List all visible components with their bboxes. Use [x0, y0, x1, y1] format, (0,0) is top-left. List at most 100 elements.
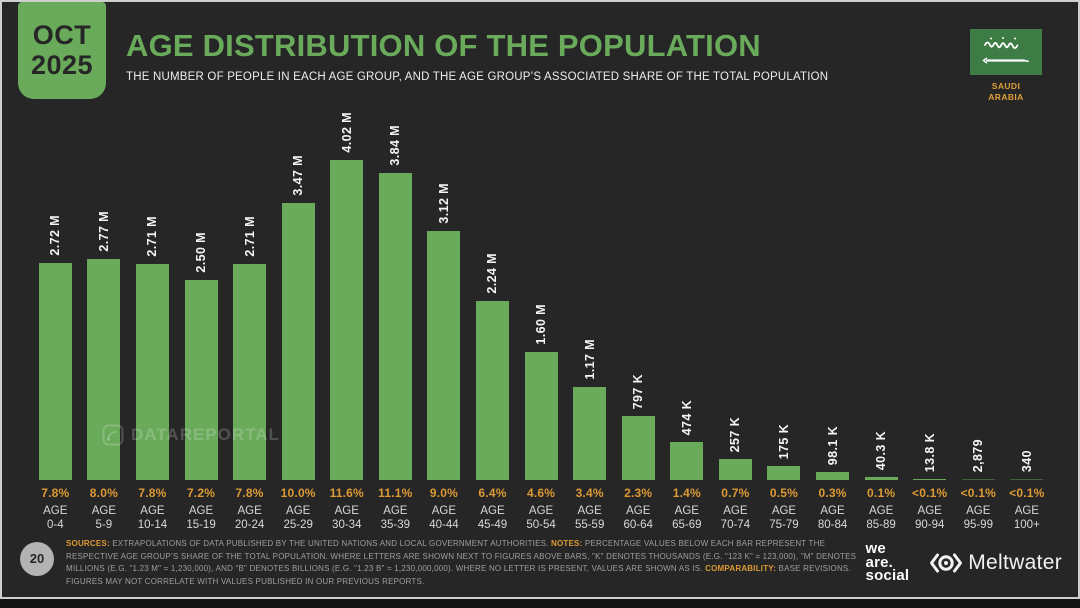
population-bar — [135, 264, 169, 480]
bar-area: 4.02 M — [330, 112, 364, 480]
age-range: 10-14 — [137, 518, 168, 531]
bar-area: 3.84 M — [378, 112, 412, 480]
share-percent-label: 7.8% — [235, 486, 264, 500]
age-prefix: AGE — [237, 505, 262, 517]
bar-value-label: 13.8 K — [922, 432, 937, 472]
population-bar — [670, 442, 704, 480]
bar-area: 2.72 M — [38, 112, 72, 480]
was-line3: social — [865, 567, 910, 585]
age-prefix: AGE — [188, 505, 214, 517]
bar-value-label: 3.12 M — [436, 183, 451, 224]
share-percent-label: 10.0% — [280, 486, 316, 500]
age-column: 13.8 K <0.1% AGE 90-94 — [905, 112, 954, 532]
age-group-label: AGE 35-39 — [381, 505, 410, 532]
population-bar — [475, 301, 509, 480]
footer: 20 SOURCES: EXTRAPOLATIONS OF DATA PUBLI… — [20, 538, 1062, 589]
bar-area: 474 K — [670, 112, 704, 480]
age-range: 50-54 — [526, 518, 556, 531]
share-percent-label: 0.7% — [721, 486, 750, 500]
bar-area: 3.12 M — [427, 112, 461, 480]
age-group-label: AGE 30-34 — [332, 505, 361, 532]
population-bar — [233, 264, 267, 480]
age-column: 1.17 M 3.4% AGE 55-59 — [565, 112, 614, 532]
population-bar — [961, 479, 995, 480]
country-label-line1: SAUDI — [991, 81, 1021, 91]
age-group-label: AGE 60-64 — [624, 505, 653, 532]
age-column: 3.12 M 9.0% AGE 40-44 — [420, 112, 469, 532]
age-prefix: AGE — [431, 505, 457, 517]
age-range: 25-29 — [283, 518, 313, 531]
age-prefix: AGE — [43, 505, 68, 517]
age-group-label: AGE 50-54 — [526, 505, 555, 532]
age-range: 45-49 — [477, 518, 508, 531]
bar-value-label: 1.17 M — [582, 339, 597, 380]
age-column: 2.71 M 7.8% AGE 20-24 — [225, 112, 274, 532]
age-range: 80-84 — [817, 518, 848, 531]
date-badge-year: 2025 — [30, 49, 94, 80]
sources-text: EXTRAPOLATIONS OF DATA PUBLISHED BY THE … — [109, 538, 552, 548]
bar-area: 340 — [1010, 112, 1044, 480]
age-group-label: AGE 95-99 — [964, 505, 993, 532]
bar-area: 98.1 K — [816, 112, 850, 480]
country-label: SAUDI ARABIA — [970, 81, 1042, 104]
share-percent-label: 3.4% — [575, 486, 604, 500]
age-column: 2.72 M 7.8% AGE 0-4 — [31, 112, 80, 532]
age-column: 474 K 1.4% AGE 65-69 — [663, 112, 712, 532]
page-subtitle: THE NUMBER OF PEOPLE IN EACH AGE GROUP, … — [126, 71, 829, 83]
bar-value-label: 1.60 M — [534, 304, 549, 345]
share-percent-label: <0.1% — [912, 486, 948, 500]
age-column: 4.02 M 11.6% AGE 30-34 — [322, 112, 371, 532]
was-line2: are. — [865, 553, 894, 571]
bar-area: 175 K — [767, 112, 801, 480]
bar-area: 2.71 M — [135, 112, 169, 480]
population-bar — [524, 352, 558, 480]
age-column: 2,879 <0.1% AGE 95-99 — [954, 112, 1003, 532]
age-column: 40.3 K 0.1% AGE 85-89 — [857, 112, 906, 532]
population-bar — [767, 466, 801, 480]
notes-label: NOTES: — [551, 538, 583, 548]
share-percent-label: 9.0% — [429, 486, 458, 500]
meltwater-logo-icon — [930, 553, 963, 572]
sources-label: SOURCES: — [66, 538, 110, 548]
age-group-label: AGE 85-89 — [866, 505, 895, 532]
age-range: 85-89 — [866, 518, 896, 531]
datareportal-watermark: DATAREPORTAL — [102, 424, 280, 446]
age-column: 797 K 2.3% AGE 60-64 — [614, 112, 663, 532]
bar-area: 2.24 M — [475, 112, 509, 480]
population-bar — [718, 459, 752, 480]
share-percent-label: 4.6% — [526, 486, 556, 500]
age-range: 90-94 — [914, 518, 945, 531]
age-prefix: AGE — [771, 505, 797, 517]
age-prefix: AGE — [140, 505, 165, 517]
bar-area: 3.47 M — [281, 112, 315, 480]
age-group-label: AGE 45-49 — [478, 505, 507, 532]
page-number-badge: 20 — [20, 541, 54, 576]
meltwater-wordmark: Meltwater — [968, 550, 1062, 574]
bar-area: 2.77 M — [87, 112, 121, 480]
age-group-label: AGE 90-94 — [915, 505, 944, 532]
bar-value-label: 2.71 M — [242, 216, 257, 257]
age-column: 175 K 0.5% AGE 75-79 — [760, 112, 809, 532]
age-column: 2.77 M 8.0% AGE 5-9 — [80, 112, 129, 532]
age-column: 2.71 M 7.8% AGE 10-14 — [128, 112, 177, 532]
comparability-text: BASE REVISIONS. FIGURES MAY NOT CORRELAT… — [66, 564, 851, 587]
age-column: 340 <0.1% AGE 100+ — [1003, 112, 1052, 532]
age-range: 75-79 — [769, 518, 799, 531]
share-percent-label: 0.5% — [769, 486, 799, 500]
age-range: 55-59 — [574, 518, 605, 531]
brand-logos: we are. social Meltwater — [866, 538, 1062, 583]
age-group-label: AGE 55-59 — [575, 505, 604, 532]
bar-area: 797 K — [621, 112, 655, 480]
age-column: 2.24 M 6.4% AGE 45-49 — [468, 112, 517, 532]
population-bar — [816, 472, 850, 480]
share-percent-label: 7.2% — [186, 486, 216, 500]
age-range: 15-19 — [186, 518, 216, 531]
population-bar — [184, 280, 218, 480]
bar-value-label: 797 K — [631, 373, 646, 409]
age-column: 3.84 M 11.1% AGE 35-39 — [371, 112, 420, 532]
population-bar — [330, 159, 364, 480]
age-range: 60-64 — [623, 518, 653, 531]
age-group-label: AGE 80-84 — [818, 505, 847, 532]
